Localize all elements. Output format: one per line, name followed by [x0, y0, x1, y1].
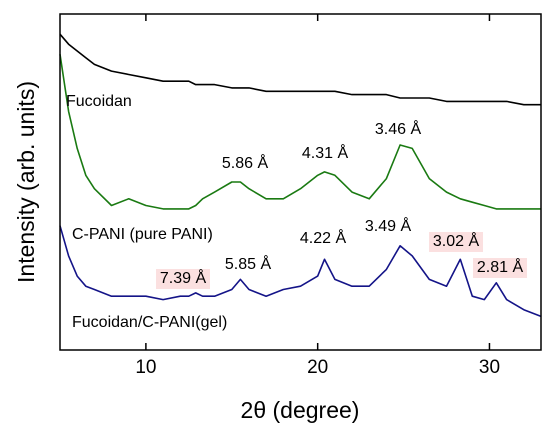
annotation-bg — [429, 232, 483, 252]
annotation: 3.46 Å — [375, 119, 422, 138]
series-label: C-PANI (pure PANI) — [72, 226, 213, 243]
x-tick-label: 10 — [135, 357, 156, 378]
annotation-bg — [156, 269, 210, 289]
x-tick-label: 20 — [307, 357, 328, 378]
annotation: 7.39 Å — [160, 268, 207, 287]
annotation: 5.86 Å — [222, 153, 269, 172]
annotation: 4.31 Å — [302, 143, 349, 162]
series-label: Fucoidan/C-PANI(gel) — [72, 314, 227, 331]
plot-frame — [59, 13, 542, 351]
x-axis-label: 2θ (degree) — [241, 397, 360, 423]
data-line — [59, 225, 542, 318]
x-tick-label: 30 — [479, 357, 500, 378]
annotation: 3.49 Å — [365, 216, 412, 235]
annotation: 3.02 Å — [433, 231, 480, 250]
annotation: 4.22 Å — [300, 228, 347, 247]
data-line — [59, 54, 541, 210]
annotation: 5.85 Å — [225, 254, 272, 273]
annotation-bg — [473, 258, 527, 278]
data-line — [59, 33, 541, 106]
y-axis-label: Intensity (arb. units) — [13, 81, 39, 283]
series-label: Fucoidan — [66, 93, 132, 110]
annotation: 2.81 Å — [477, 257, 524, 276]
